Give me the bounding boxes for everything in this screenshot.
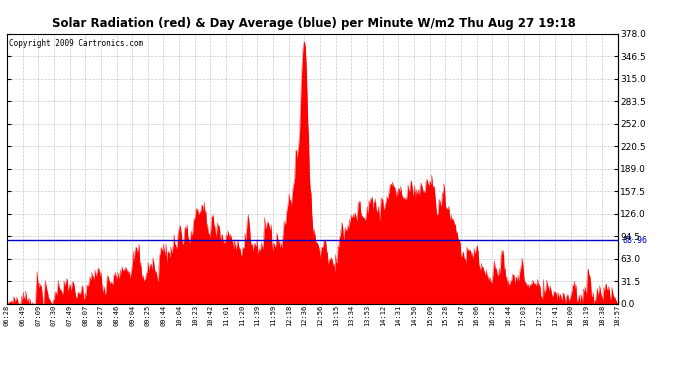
Text: Copyright 2009 Cartronics.com: Copyright 2009 Cartronics.com: [8, 39, 143, 48]
Text: Solar Radiation (red) & Day Average (blue) per Minute W/m2 Thu Aug 27 19:18: Solar Radiation (red) & Day Average (blu…: [52, 17, 576, 30]
Text: 88.96: 88.96: [622, 236, 647, 245]
